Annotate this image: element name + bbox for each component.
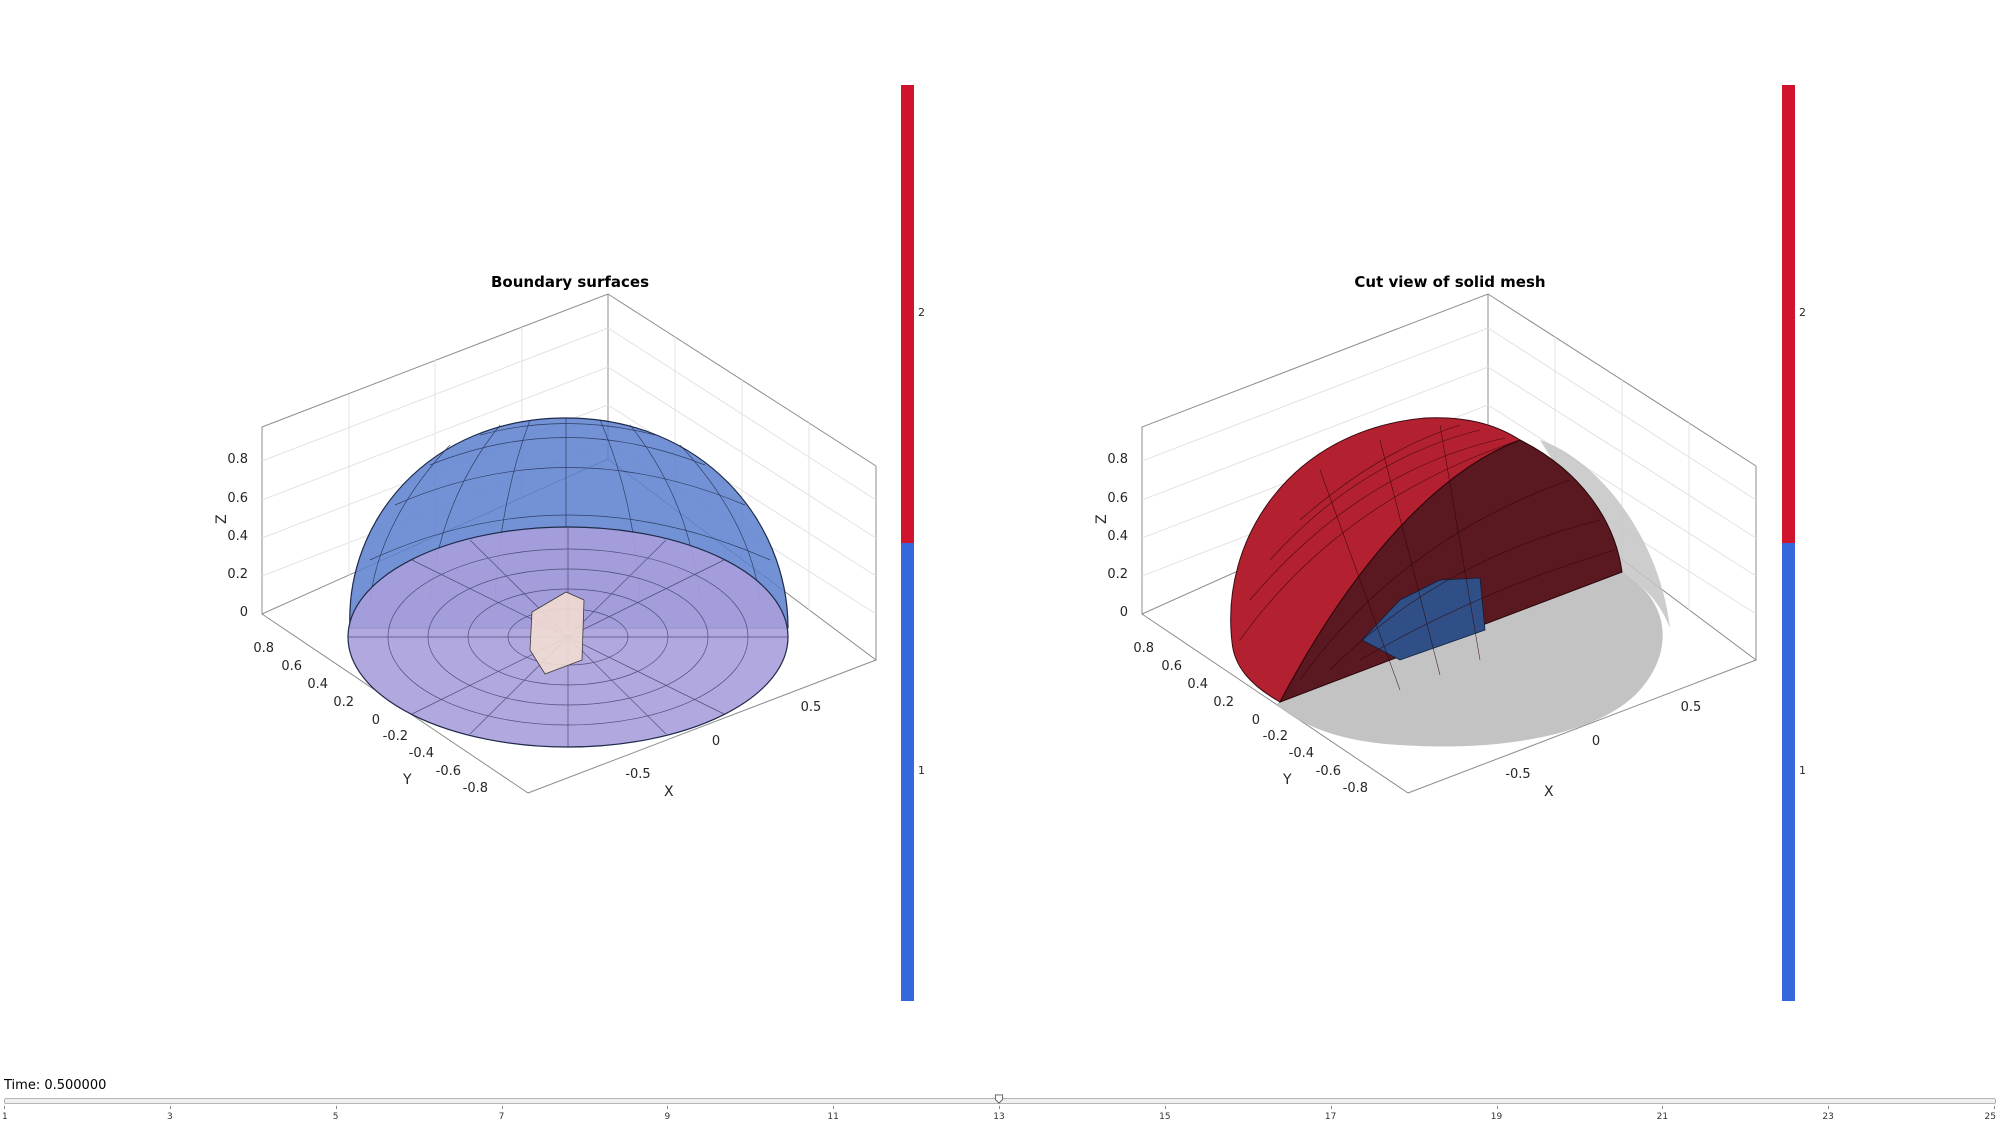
colorbar-segment-2 (1782, 85, 1795, 543)
slider-tick-label: 21 (1656, 1112, 1669, 1122)
svg-text:0.4: 0.4 (1107, 529, 1128, 544)
z-axis-label: Z (214, 514, 230, 524)
colorbar-segment-1 (901, 543, 914, 1001)
hemisphere-base-disk (347, 526, 789, 748)
x-axis-ticks: -0.5 0 0.5 (625, 700, 821, 782)
slider-tick-label: 5 (332, 1112, 339, 1122)
slider-tick-label: 11 (827, 1112, 839, 1122)
time-slider-thumb[interactable] (994, 1094, 1004, 1104)
svg-text:0.6: 0.6 (1161, 659, 1182, 674)
slider-tick-label: 1 (2, 1112, 8, 1122)
svg-text:0.6: 0.6 (1107, 491, 1128, 506)
boundary-surfaces-plot[interactable]: 0 0.2 0.4 0.6 0.8 Z 0.8 0.6 0.4 0.2 0 -0… (0, 0, 900, 820)
svg-text:0: 0 (1252, 713, 1260, 728)
svg-text:-0.2: -0.2 (1263, 729, 1288, 744)
svg-text:0: 0 (240, 605, 248, 620)
slider-tick (833, 1106, 835, 1109)
slider-tick (4, 1106, 5, 1109)
slider-tick (1164, 1106, 1166, 1109)
slider-tick-label: 9 (664, 1112, 671, 1122)
svg-text:0: 0 (1592, 734, 1600, 749)
svg-text:0.2: 0.2 (333, 695, 354, 710)
slider-tick (1330, 1106, 1332, 1109)
svg-text:-0.6: -0.6 (436, 764, 461, 779)
svg-text:-0.4: -0.4 (409, 746, 434, 761)
slider-tick (1828, 1106, 1830, 1109)
svg-text:0.5: 0.5 (801, 700, 822, 715)
slider-tick-label: 3 (166, 1112, 173, 1122)
slider-tick-label: 25 (1984, 1112, 1996, 1122)
slider-tick-label: 23 (1822, 1112, 1834, 1122)
slider-tick (999, 1106, 1000, 1109)
colorbar-segment-2 (901, 85, 914, 543)
z-axis-ticks: 0 0.2 0.4 0.6 0.8 (227, 452, 248, 620)
svg-text:0.8: 0.8 (253, 641, 274, 656)
x-axis-ticks: -0.5 0 0.5 (1505, 700, 1701, 782)
svg-text:0.6: 0.6 (227, 491, 248, 506)
slider-tick (169, 1106, 171, 1109)
slider-tick-label: 15 (1159, 1112, 1171, 1122)
svg-text:0.4: 0.4 (1187, 677, 1208, 692)
colorbar-right (1782, 85, 1795, 1001)
svg-text:0.2: 0.2 (1107, 567, 1128, 582)
svg-text:0: 0 (372, 713, 380, 728)
svg-text:0.4: 0.4 (227, 529, 248, 544)
svg-text:0: 0 (1120, 605, 1128, 620)
x-axis-label: X (1544, 784, 1554, 800)
svg-text:0: 0 (712, 734, 720, 749)
svg-text:-0.6: -0.6 (1316, 764, 1341, 779)
z-axis-ticks: 0 0.2 0.4 0.6 0.8 (1107, 452, 1128, 620)
svg-text:0.4: 0.4 (307, 677, 328, 692)
time-label: Time: 0.500000 (4, 1078, 107, 1093)
y-axis-ticks: 0.8 0.6 0.4 0.2 0 -0.2 -0.4 -0.6 -0.8 (253, 641, 488, 796)
svg-text:-0.2: -0.2 (383, 729, 408, 744)
svg-text:0.5: 0.5 (1681, 700, 1702, 715)
svg-text:-0.4: -0.4 (1289, 746, 1314, 761)
colorbar-left-label-1: 1 (918, 764, 925, 777)
colorbar-left-label-2: 2 (918, 306, 925, 319)
slider-tick-label: 7 (498, 1112, 505, 1122)
y-axis-label: Y (402, 772, 412, 788)
svg-text:0.8: 0.8 (1107, 452, 1128, 467)
svg-text:-0.8: -0.8 (463, 781, 488, 796)
colorbar-segment-1 (1782, 543, 1795, 1001)
svg-text:0.2: 0.2 (1213, 695, 1234, 710)
x-axis-label: X (664, 784, 674, 800)
colorbar-right-label-1: 1 (1799, 764, 1806, 777)
z-axis-label: Z (1094, 514, 1110, 524)
svg-text:0.8: 0.8 (1133, 641, 1154, 656)
slider-tick (1662, 1106, 1664, 1109)
svg-text:-0.5: -0.5 (625, 767, 650, 782)
hidden-half-shadow (1276, 572, 1663, 747)
slider-tick-label: 19 (1490, 1112, 1503, 1122)
slider-tick (335, 1106, 337, 1109)
panel-title-boundary-surfaces: Boundary surfaces (491, 273, 649, 291)
svg-text:0.8: 0.8 (227, 452, 248, 467)
svg-text:0.2: 0.2 (227, 567, 248, 582)
panel-title-cut-view: Cut view of solid mesh (1354, 273, 1546, 291)
slider-tick (667, 1106, 669, 1109)
slider-tick (501, 1106, 503, 1109)
svg-text:-0.5: -0.5 (1505, 767, 1530, 782)
y-axis-ticks: 0.8 0.6 0.4 0.2 0 -0.2 -0.4 -0.6 -0.8 (1133, 641, 1368, 796)
y-axis-label: Y (1282, 772, 1292, 788)
slider-tick (1994, 1106, 1995, 1109)
slider-tick-label: 13 (993, 1112, 1005, 1122)
colorbar-right-label-2: 2 (1799, 306, 1806, 319)
slider-tick-label: 17 (1324, 1112, 1337, 1122)
svg-text:0.6: 0.6 (281, 659, 302, 674)
colorbar-left (901, 85, 914, 1001)
cut-solid-mesh (1230, 417, 1623, 703)
slider-tick (1496, 1106, 1498, 1109)
cut-view-plot[interactable]: 0 0.2 0.4 0.6 0.8 Z 0.8 0.6 0.4 0.2 0 -0… (0, 0, 1780, 820)
svg-text:-0.8: -0.8 (1343, 781, 1368, 796)
